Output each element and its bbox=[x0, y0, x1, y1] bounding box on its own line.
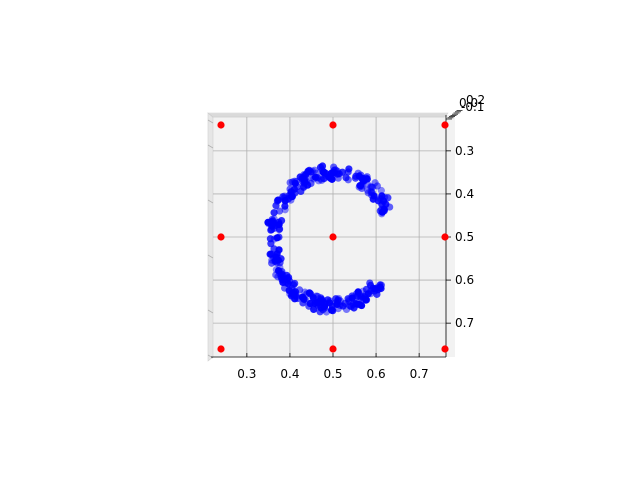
blue-point bbox=[328, 169, 336, 177]
z-tick-label-1: 0.0 bbox=[459, 96, 478, 110]
blue-point bbox=[275, 218, 283, 226]
red-point-4 bbox=[329, 233, 337, 241]
blue-point bbox=[335, 294, 343, 303]
red-point-1 bbox=[329, 121, 337, 129]
blue-point bbox=[358, 184, 366, 193]
blue-point bbox=[336, 297, 345, 305]
x-tick-label-0: 0.3 bbox=[237, 367, 256, 381]
blue-point bbox=[377, 284, 385, 293]
blue-point bbox=[310, 175, 318, 183]
blue-point bbox=[319, 168, 327, 176]
pane-left-tick-3 bbox=[207, 254, 214, 259]
blue-point bbox=[318, 162, 327, 170]
pane-left bbox=[207, 112, 214, 362]
blue-point bbox=[309, 294, 317, 302]
x-tick-label-3: 0.6 bbox=[367, 367, 386, 381]
red-point-5 bbox=[441, 233, 449, 241]
blue-point bbox=[304, 168, 312, 176]
y-tick-label-4: 0.7 bbox=[455, 316, 474, 330]
tick-labels: 0.3 0.4 0.5 0.6 0.7 0.3 0.4 0.5 0.6 0.7 0.20.0-0.1 bbox=[237, 93, 485, 381]
y-tick-label-0: 0.3 bbox=[455, 144, 474, 158]
pane-left-tick-4 bbox=[207, 309, 214, 314]
red-point-0 bbox=[217, 121, 225, 129]
blue-point bbox=[281, 206, 289, 214]
blue-point bbox=[344, 295, 352, 303]
blue-point bbox=[287, 188, 295, 196]
blue-point bbox=[376, 207, 384, 215]
blue-point bbox=[333, 167, 342, 175]
blue-point bbox=[381, 193, 389, 201]
red-point-8 bbox=[441, 345, 449, 353]
blue-point bbox=[366, 290, 375, 298]
blue-point bbox=[286, 290, 294, 298]
blue-point bbox=[303, 290, 311, 298]
blue-point bbox=[306, 299, 314, 308]
red-point-7 bbox=[329, 345, 337, 353]
blue-point bbox=[378, 210, 386, 218]
blue-point bbox=[281, 202, 289, 210]
red-point-3 bbox=[217, 233, 225, 241]
blue-point bbox=[373, 290, 381, 298]
x-tick-label-1: 0.4 bbox=[280, 367, 299, 381]
blue-point bbox=[373, 182, 381, 190]
blue-point bbox=[342, 174, 350, 182]
blue-point bbox=[326, 174, 334, 182]
blue-point bbox=[289, 280, 297, 289]
pane-left-tick-2 bbox=[207, 199, 214, 204]
y-tick-label-2: 0.5 bbox=[455, 230, 474, 244]
blue-point bbox=[310, 305, 318, 314]
blue-point bbox=[353, 300, 361, 308]
blue-point bbox=[312, 169, 321, 177]
blue-point bbox=[368, 189, 376, 197]
blue-point bbox=[274, 196, 282, 204]
blue-point bbox=[283, 271, 291, 279]
blue-point bbox=[344, 168, 352, 176]
data-points bbox=[217, 121, 449, 353]
z-tick-label-0: 0.2 bbox=[466, 93, 485, 107]
z-tick-label-2: -0.1 bbox=[461, 100, 484, 114]
blue-point bbox=[291, 295, 299, 303]
pane-left-tick-0 bbox=[207, 119, 214, 124]
blue-point bbox=[280, 192, 289, 200]
x-tick-label-4: 0.7 bbox=[410, 367, 429, 381]
x-tick-label-2: 0.5 bbox=[323, 367, 342, 381]
blue-point bbox=[317, 294, 325, 302]
red-point-6 bbox=[217, 345, 225, 353]
blue-point bbox=[292, 178, 300, 186]
blue-point bbox=[267, 226, 275, 234]
pane-left-tick-5 bbox=[207, 354, 214, 359]
blue-point bbox=[274, 267, 283, 275]
blue-point bbox=[275, 225, 284, 233]
blue-point bbox=[270, 209, 278, 217]
blue-point bbox=[352, 172, 360, 180]
blue-point bbox=[275, 233, 283, 241]
pane-left-tick-1 bbox=[207, 144, 214, 149]
blue-point bbox=[321, 300, 329, 308]
blue-point bbox=[322, 308, 331, 316]
blue-point bbox=[382, 200, 390, 208]
blue-point bbox=[360, 177, 368, 185]
blue-point bbox=[352, 290, 360, 298]
red-point-2 bbox=[441, 121, 449, 129]
blue-point bbox=[275, 207, 284, 215]
blue-point bbox=[299, 178, 307, 186]
blue-point bbox=[296, 286, 304, 294]
blue-point bbox=[362, 296, 370, 304]
blue-point bbox=[266, 235, 274, 243]
y-tick-label-1: 0.4 bbox=[455, 187, 474, 201]
blue-point bbox=[284, 195, 293, 203]
blue-point bbox=[282, 279, 290, 287]
blue-point bbox=[311, 166, 319, 174]
y-tick-label-3: 0.6 bbox=[455, 273, 474, 287]
blue-point bbox=[367, 281, 375, 289]
blue-point bbox=[273, 250, 281, 258]
blue-point bbox=[267, 218, 276, 227]
blue-point bbox=[299, 299, 307, 307]
grid bbox=[207, 117, 447, 359]
